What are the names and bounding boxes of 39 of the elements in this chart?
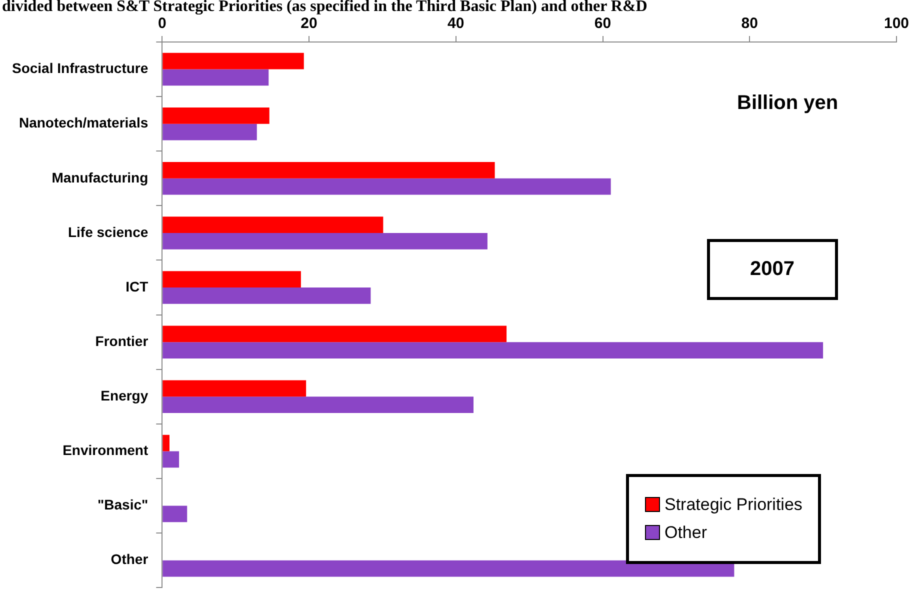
bar	[162, 451, 180, 468]
y-tick-label: ICT	[126, 278, 149, 294]
y-tick-label: Environment	[62, 442, 148, 458]
y-tick-label: Manufacturing	[52, 169, 148, 186]
x-tick-label: 40	[448, 15, 464, 32]
bar	[162, 232, 488, 250]
bar	[162, 178, 611, 195]
y-tick-label: Life science	[68, 224, 148, 240]
bar	[162, 560, 734, 577]
y-tick-label: "Basic"	[98, 496, 148, 513]
bar	[162, 342, 824, 358]
annotation: 2007	[750, 258, 794, 281]
x-tick-label: 20	[300, 15, 318, 32]
bar	[162, 396, 474, 414]
bar	[162, 69, 269, 86]
x-tick-label: 60	[594, 15, 612, 32]
x-tick-label: 100	[884, 15, 909, 32]
bar	[162, 506, 188, 522]
chart-title: divided between S&T Strategic Priorities (as specified in the Third Basic Plan) and other R&D	[1, 0, 648, 16]
bar	[162, 124, 257, 140]
bar	[162, 326, 507, 342]
y-tick-label: Frontier	[95, 332, 149, 349]
bar	[162, 216, 384, 233]
bar	[162, 434, 170, 452]
annotation: Billion yen	[737, 92, 838, 115]
x-tick-label: 0	[158, 15, 166, 32]
legend-label: Other	[664, 522, 708, 543]
bar	[162, 271, 301, 288]
y-tick-label: Other	[110, 551, 149, 568]
x-tick-label: 80	[741, 15, 758, 32]
bar	[162, 107, 270, 124]
bar	[162, 380, 306, 397]
bar	[162, 288, 371, 304]
y-tick-label: Energy	[100, 388, 148, 404]
legend-label: Strategic Priorities	[664, 494, 802, 515]
y-tick-label: Nanotech/materials	[18, 114, 148, 131]
bar	[162, 52, 304, 70]
y-tick-label: Social Infrastructure	[12, 60, 148, 76]
bar	[162, 162, 495, 178]
